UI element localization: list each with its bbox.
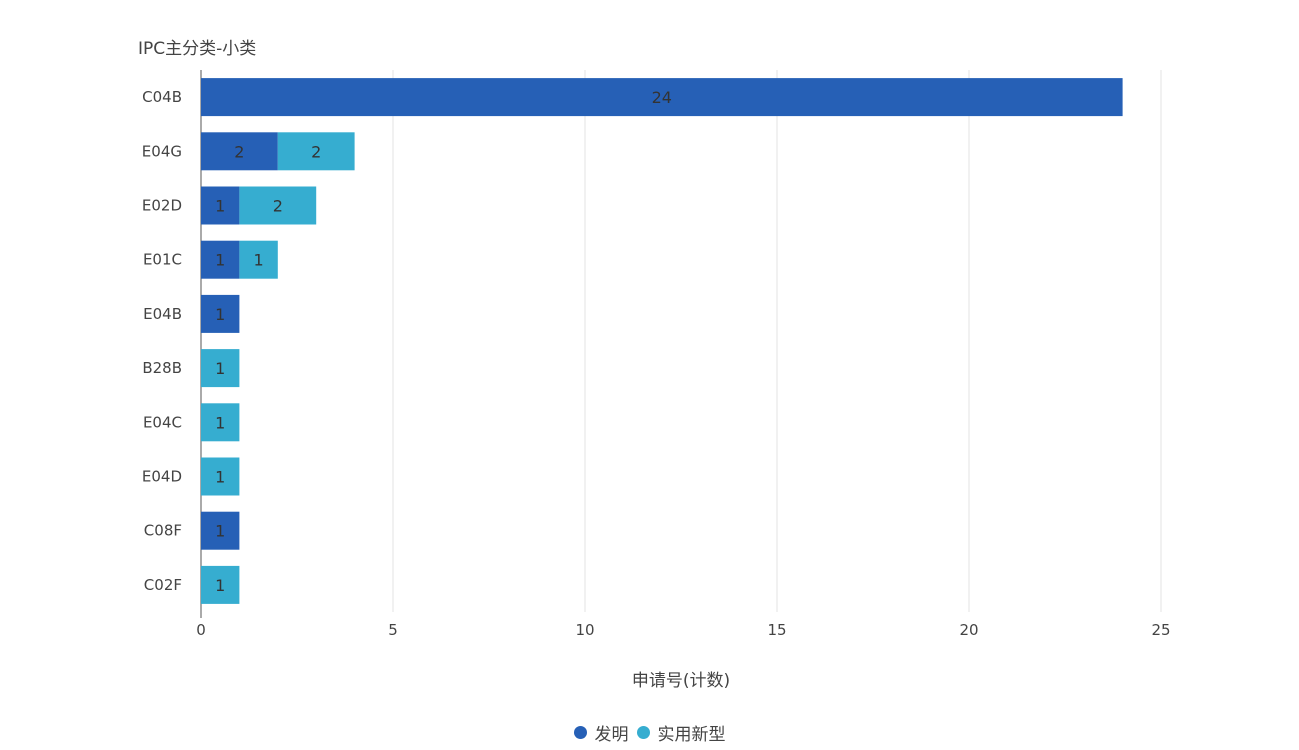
data-label-E02D-series-1: 2	[273, 197, 283, 216]
y-tick-label-C04B: C04B	[142, 88, 182, 106]
x-tick-label-25: 25	[1151, 621, 1170, 639]
legend-marker-utility-model	[637, 726, 650, 739]
y-tick-label-E04C: E04C	[143, 413, 182, 431]
data-label-E04D-series-1: 1	[215, 468, 225, 487]
data-label-E04B-series-0: 1	[215, 305, 225, 324]
x-tick-label-10: 10	[575, 621, 594, 639]
data-label-E01C-series-1: 1	[254, 251, 264, 270]
y-tick-label-E04B: E04B	[143, 305, 182, 323]
y-tick-label-B28B: B28B	[142, 359, 182, 377]
x-tick-label-20: 20	[959, 621, 978, 639]
y-tick-label-E02D: E02D	[142, 197, 182, 215]
legend-label-utility-model: 实用新型	[658, 720, 726, 745]
legend-item-invention[interactable]: 发明	[574, 720, 629, 745]
data-label-C04B-series-0: 24	[652, 88, 672, 107]
y-tick-label-C02F: C02F	[144, 576, 182, 594]
legend-marker-invention	[574, 726, 587, 739]
legend-label-invention: 发明	[595, 720, 629, 745]
x-tick-label-5: 5	[388, 621, 398, 639]
data-label-E02D-series-0: 1	[215, 197, 225, 216]
legend-item-utility-model[interactable]: 实用新型	[637, 720, 726, 745]
data-label-B28B-series-1: 1	[215, 359, 225, 378]
y-tick-label-C08F: C08F	[144, 522, 182, 540]
data-label-C02F-series-1: 1	[215, 576, 225, 595]
data-label-E04G-series-1: 2	[311, 142, 321, 161]
data-label-E01C-series-0: 1	[215, 251, 225, 270]
x-axis-title: 申请号(计数)	[0, 666, 1299, 691]
y-tick-label-E04D: E04D	[142, 468, 182, 486]
data-label-C08F-series-0: 1	[215, 522, 225, 541]
legend: 发明 实用新型	[0, 720, 1299, 745]
x-tick-label-0: 0	[196, 621, 206, 639]
x-tick-label-15: 15	[767, 621, 786, 639]
data-label-E04G-series-0: 2	[234, 142, 244, 161]
y-tick-label-E04G: E04G	[142, 142, 182, 160]
data-label-E04C-series-1: 1	[215, 413, 225, 432]
y-tick-label-E01C: E01C	[143, 251, 182, 269]
